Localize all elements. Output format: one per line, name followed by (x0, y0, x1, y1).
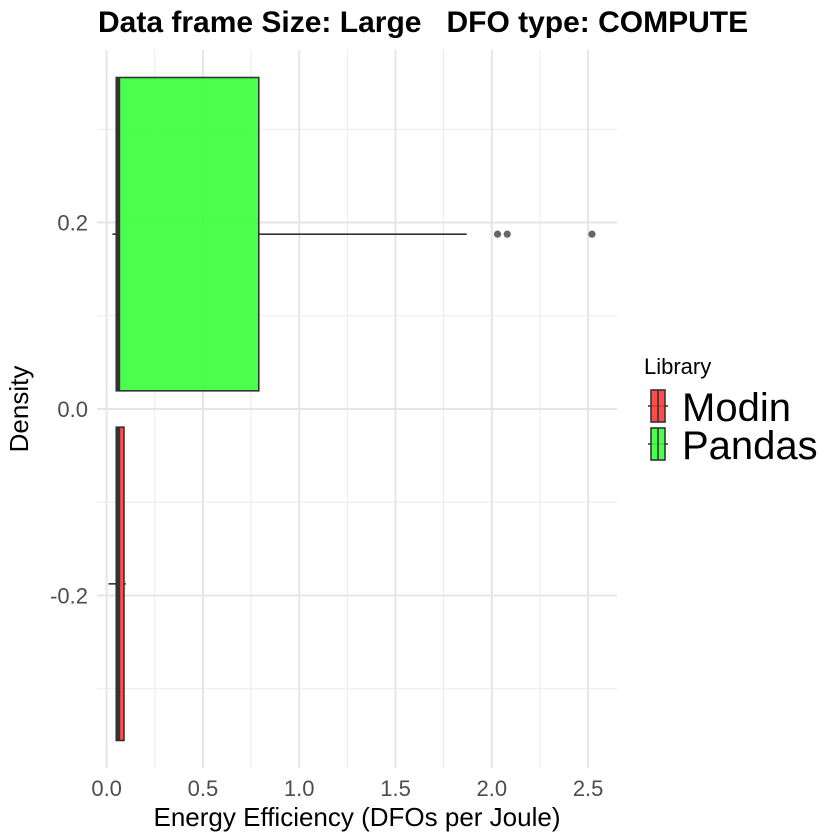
box-rect (115, 76, 260, 392)
legend-title: Library (644, 354, 711, 379)
x-tick-label: 1.0 (284, 776, 315, 801)
legend-item-pandas: Pandas (648, 424, 818, 468)
legend-label: Pandas (682, 424, 818, 468)
outlier-point (503, 230, 511, 238)
plot-area (108, 76, 596, 742)
x-tick-label: 0.5 (188, 776, 219, 801)
legend-label: Modin (682, 386, 791, 430)
box-modin (108, 426, 126, 742)
x-tick-label: 1.5 (380, 776, 411, 801)
x-axis: 0.0 0.5 1.0 1.5 2.0 2.5 (91, 776, 603, 801)
y-tick-label: -0.2 (50, 583, 88, 608)
chart-title: Data frame Size: Large DFO type: COMPUTE (98, 6, 748, 39)
x-tick-label: 2.5 (573, 776, 604, 801)
y-tick-label: 0.0 (57, 397, 88, 422)
y-axis-title: Density (4, 366, 34, 453)
box-pandas (112, 76, 596, 392)
x-tick-label: 0.0 (91, 776, 122, 801)
x-tick-label: 2.0 (477, 776, 508, 801)
y-axis: -0.2 0.0 0.2 (50, 211, 88, 609)
outlier-point (588, 230, 596, 238)
outlier-point (493, 230, 502, 238)
y-tick-label: 0.2 (57, 211, 88, 236)
x-axis-title: Energy Efficiency (DFOs per Joule) (154, 802, 561, 832)
legend-item-modin: Modin (648, 386, 791, 430)
